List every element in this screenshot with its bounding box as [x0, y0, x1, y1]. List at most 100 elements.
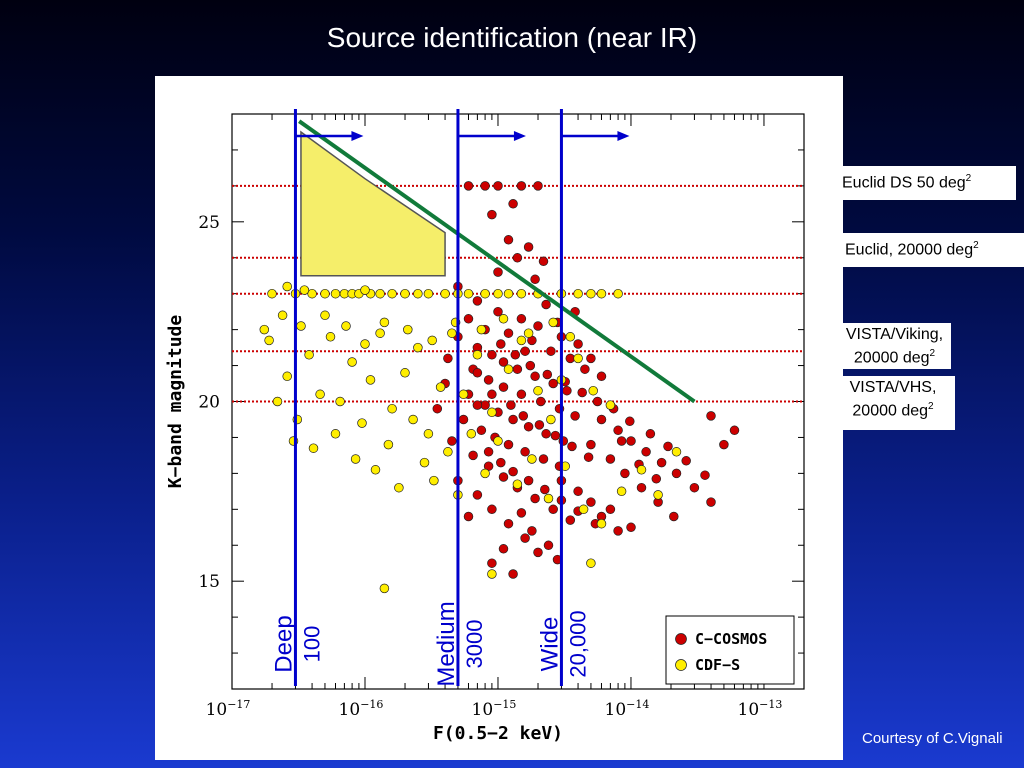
data-point — [440, 288, 450, 299]
data-point — [463, 181, 474, 191]
data-point — [379, 317, 390, 328]
data-point — [523, 328, 534, 338]
data-point — [423, 288, 434, 299]
data-point — [573, 288, 583, 299]
data-point — [516, 335, 527, 346]
data-point — [360, 339, 370, 349]
data-point — [487, 407, 497, 418]
data-point — [520, 533, 530, 543]
data-point — [394, 482, 404, 493]
data-point — [565, 332, 576, 342]
data-point — [315, 389, 325, 400]
data-point — [503, 328, 514, 338]
data-point — [463, 288, 474, 299]
diagonal-limit-line — [298, 119, 696, 404]
survey-label: Medium — [433, 601, 460, 686]
note-euclid-ds-text: Euclid DS 50 deg — [842, 174, 966, 192]
shaded-region-group — [300, 130, 446, 277]
data-point — [538, 256, 549, 267]
data-point — [525, 360, 536, 371]
data-point — [413, 288, 423, 299]
data-point — [472, 350, 483, 360]
y-tick-label: 25 — [198, 213, 220, 233]
data-point — [282, 371, 292, 382]
note-euclid-wide-text: Euclid, 20000 deg — [845, 241, 974, 259]
data-point — [653, 490, 663, 500]
note-vista-vhs-sup: 2 — [928, 401, 934, 412]
note-vista-vhs-line1: VISTA/VHS, — [849, 379, 937, 396]
x-tick-label: 10−16 — [339, 698, 384, 720]
data-point — [508, 466, 518, 477]
x-axis-title: F(0.5−2 keV) — [433, 723, 563, 744]
data-point — [527, 454, 537, 464]
data-point — [516, 508, 527, 518]
data-point — [508, 569, 518, 579]
data-point — [516, 314, 527, 324]
data-point — [400, 368, 410, 378]
data-point — [719, 439, 729, 450]
data-point — [533, 181, 543, 191]
data-point — [550, 430, 561, 441]
data-point — [689, 482, 700, 493]
data-point — [383, 439, 394, 450]
data-point — [498, 357, 509, 367]
legend-marker — [675, 633, 687, 645]
data-point — [605, 504, 616, 515]
data-point — [403, 324, 413, 335]
data-point — [506, 400, 516, 410]
data-point — [493, 267, 503, 277]
data-point — [546, 414, 556, 425]
data-point — [645, 429, 656, 439]
data-point — [299, 285, 310, 295]
x-tick-label: 10−17 — [206, 698, 251, 720]
data-point — [616, 486, 627, 497]
survey-area-label: 20,000 — [565, 610, 590, 677]
data-point — [516, 288, 527, 299]
legend: C−COSMOS CDF−S — [665, 615, 795, 685]
survey-area-label: 3000 — [462, 620, 487, 669]
data-point — [503, 235, 514, 245]
data-point — [573, 486, 583, 497]
data-point — [496, 457, 506, 468]
data-point — [419, 457, 430, 468]
data-point — [626, 522, 636, 533]
data-point — [671, 447, 682, 457]
data-point — [573, 339, 583, 349]
data-point — [472, 368, 483, 378]
data-point — [483, 375, 494, 385]
legend-label: C−COSMOS — [695, 630, 767, 648]
survey-label: Deep — [270, 615, 297, 672]
slide-title: Source identification (near IR) — [326, 22, 698, 53]
data-point — [533, 385, 543, 396]
note-vista-viking-line1: VISTA/Viking, — [845, 326, 944, 343]
data-point — [476, 324, 487, 335]
data-point — [596, 518, 607, 529]
data-point — [308, 443, 319, 453]
data-point — [320, 288, 330, 299]
data-point — [483, 447, 494, 457]
scatter-chart: 10−17 10−16 10−15 10−14 10−13 15 20 25 Deep 100 M… — [165, 109, 805, 744]
data-point — [542, 369, 553, 380]
data-point — [546, 346, 556, 356]
data-point — [512, 253, 523, 263]
data-point — [375, 328, 385, 338]
data-point — [503, 439, 514, 450]
data-point — [656, 457, 667, 468]
data-point — [706, 411, 716, 421]
data-point — [443, 353, 453, 364]
data-point — [523, 242, 534, 252]
data-point — [663, 441, 673, 452]
data-point — [370, 465, 381, 475]
data-point — [350, 454, 361, 464]
data-point — [616, 436, 627, 446]
data-point — [596, 414, 607, 425]
data-point — [335, 396, 345, 407]
legend-box — [665, 615, 795, 685]
data-point — [520, 447, 530, 457]
data-point — [508, 199, 518, 209]
data-point — [472, 400, 483, 410]
data-point — [592, 396, 603, 407]
data-point — [480, 288, 490, 299]
data-point — [360, 285, 370, 295]
survey-area-label: 100 — [299, 626, 324, 663]
